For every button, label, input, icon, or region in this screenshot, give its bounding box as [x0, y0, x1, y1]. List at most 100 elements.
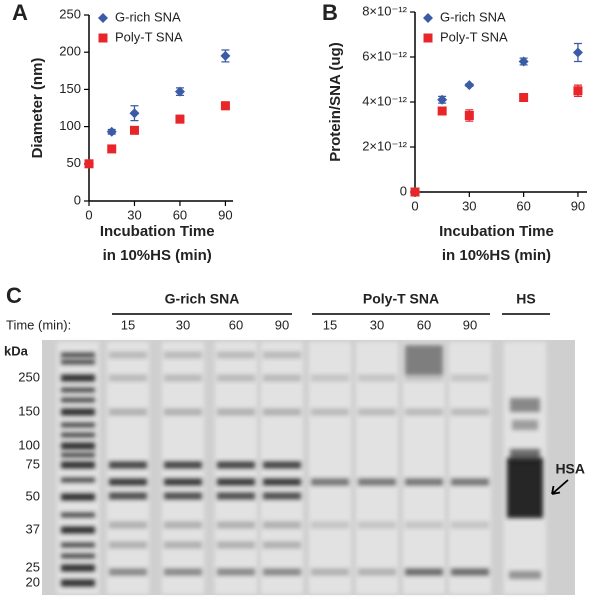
gel-band: [164, 478, 202, 486]
gel-band: [451, 408, 489, 416]
arrow: [551, 479, 569, 495]
lane-time: 15: [121, 317, 135, 332]
gel-band: [358, 478, 396, 486]
legend-label: Poly-T SNA: [440, 29, 508, 44]
data-point: [84, 159, 94, 169]
gel-band: [109, 351, 147, 359]
gel-band: [263, 478, 301, 486]
gel-band: [217, 408, 255, 416]
x-tick-label: 0: [85, 207, 92, 222]
y-tick-label: 8×10⁻¹²: [362, 3, 407, 18]
gel-band: [164, 492, 202, 500]
lane-time: 15: [323, 317, 337, 332]
legend-label: Poly-T SNA: [115, 29, 183, 44]
x-tick-label: 60: [173, 207, 187, 222]
x-tick-label: 90: [218, 207, 232, 222]
gel-band: [263, 521, 301, 529]
gel-band: [405, 345, 443, 375]
gel-band: [61, 452, 95, 458]
gel-band: [358, 521, 396, 529]
data-point: [464, 80, 475, 91]
gel-band: [217, 568, 255, 576]
lane-time: 30: [176, 317, 190, 332]
gel-band: [217, 541, 255, 549]
gel-band: [61, 359, 95, 365]
group-label: Poly-T SNA: [363, 291, 439, 307]
lane-time: 30: [370, 317, 384, 332]
legend-marker: [98, 13, 108, 23]
gel-band: [509, 571, 541, 579]
gel-band: [109, 568, 147, 576]
gel-band: [217, 492, 255, 500]
gel-band: [164, 408, 202, 416]
gel-band: [510, 398, 540, 412]
legend-marker: [98, 33, 108, 43]
gel-band: [61, 422, 95, 428]
gel-band: [61, 408, 95, 416]
panel-label: B: [322, 0, 338, 25]
gel-band: [61, 512, 95, 518]
gel-band: [263, 568, 301, 576]
data-point: [129, 108, 140, 119]
data-point: [518, 56, 529, 67]
gel-lane: [356, 342, 398, 594]
x-tick-label: 30: [462, 198, 476, 213]
gel-band: [358, 374, 396, 382]
x-tick-label: 90: [571, 198, 585, 213]
y-tick-label: 4×10⁻¹²: [362, 93, 407, 108]
gel-band: [311, 408, 349, 416]
gel-lane: [403, 342, 445, 594]
gel-lane: [449, 342, 491, 594]
group-label: HS: [516, 291, 535, 307]
gel-band: [61, 579, 95, 587]
y-axis-label: Diameter (nm): [29, 58, 46, 159]
data-point: [410, 187, 420, 197]
y-tick-label: 6×10⁻¹²: [362, 48, 407, 63]
gel-band: [164, 374, 202, 382]
gel-band: [61, 461, 95, 469]
ladder-label: 25: [26, 559, 40, 574]
y-tick-label: 200: [59, 44, 81, 59]
gel-band: [507, 458, 543, 518]
data-point: [129, 125, 139, 135]
data-point: [519, 93, 529, 102]
y-axis-label: Protein/SNA (ug): [327, 42, 344, 161]
gel-band: [164, 541, 202, 549]
gel-band: [61, 493, 95, 501]
gel-band: [61, 526, 95, 534]
x-tick-label: 30: [127, 207, 141, 222]
gel-band: [109, 478, 147, 486]
gel-band: [109, 492, 147, 500]
gel-band: [263, 541, 301, 549]
data-point: [464, 111, 474, 120]
legend-marker: [423, 33, 433, 43]
lane-time: 90: [463, 317, 477, 332]
gel-band: [217, 374, 255, 382]
gel-band: [61, 442, 95, 450]
gel-band: [61, 397, 95, 403]
ladder-label: 50: [26, 488, 40, 503]
lane-time: 60: [229, 317, 243, 332]
x-tick-label: 0: [411, 198, 418, 213]
gel-band: [311, 521, 349, 529]
gel-band: [61, 553, 95, 559]
gel-band: [61, 352, 95, 358]
gel-band: [311, 374, 349, 382]
data-point: [107, 144, 117, 154]
data-point: [106, 126, 117, 137]
gel-band: [405, 374, 443, 382]
lane-time: 60: [417, 317, 431, 332]
panel-label: A: [12, 0, 28, 25]
gel-band: [61, 564, 95, 572]
gel-band: [405, 568, 443, 576]
gel-band: [109, 461, 147, 469]
gel-band: [164, 461, 202, 469]
gel-band: [109, 408, 147, 416]
gel-band: [217, 351, 255, 359]
gel-band: [164, 521, 202, 529]
legend-marker: [423, 13, 433, 23]
y-tick-label: 100: [59, 118, 81, 133]
y-tick-label: 250: [59, 6, 81, 21]
ladder-label: 37: [26, 521, 40, 536]
